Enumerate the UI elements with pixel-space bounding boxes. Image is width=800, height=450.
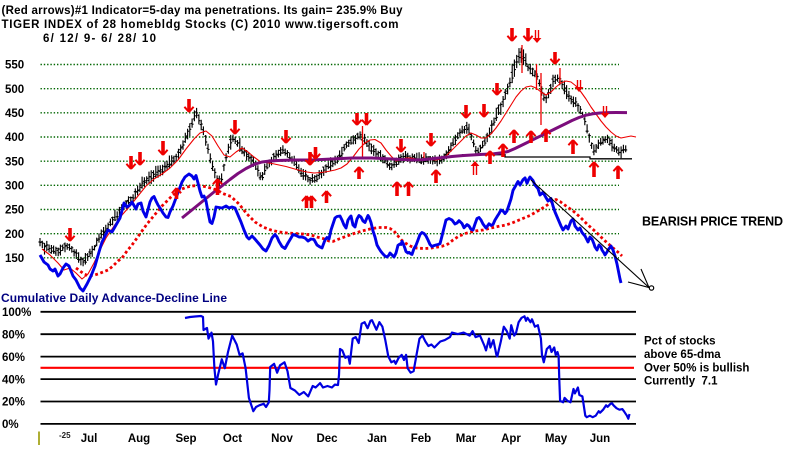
svg-text:Jun: Jun bbox=[590, 433, 610, 445]
svg-text:6/ 12/ 9- 6/ 28/ 10: 6/ 12/ 9- 6/ 28/ 10 bbox=[43, 33, 156, 45]
svg-text:-25: -25 bbox=[59, 431, 71, 440]
svg-text:May: May bbox=[545, 433, 568, 445]
svg-text:Cumulative Daily Advance-Decli: Cumulative Daily Advance-Decline Line bbox=[1, 291, 227, 305]
svg-text:400: 400 bbox=[5, 132, 24, 144]
svg-text:80%: 80% bbox=[2, 329, 25, 341]
svg-text:Jul: Jul bbox=[81, 433, 98, 445]
svg-text:100%: 100% bbox=[2, 307, 31, 319]
svg-text:(Red arrows)#1 Indicator=5-day: (Red arrows)#1 Indicator=5-day ma penetr… bbox=[2, 5, 404, 17]
svg-text:Over 50% is bullish: Over 50% is bullish bbox=[644, 362, 749, 374]
svg-text:300: 300 bbox=[5, 181, 24, 193]
svg-text:Currently 7.1: Currently 7.1 bbox=[644, 376, 718, 388]
svg-text:150: 150 bbox=[5, 253, 24, 265]
svg-text:500: 500 bbox=[5, 84, 24, 96]
svg-text:Oct: Oct bbox=[223, 433, 242, 445]
svg-text:350: 350 bbox=[5, 156, 24, 168]
svg-text:Dec: Dec bbox=[316, 433, 338, 445]
svg-text:Mar: Mar bbox=[456, 433, 477, 445]
svg-text:TIGER INDEX of 28 homebldg St: TIGER INDEX of 28 homebldg Stocks (C) 20… bbox=[2, 19, 399, 31]
svg-text:550: 550 bbox=[5, 60, 24, 72]
svg-text:250: 250 bbox=[5, 205, 24, 217]
svg-text:40%: 40% bbox=[2, 374, 25, 386]
svg-text:Jan: Jan bbox=[367, 433, 387, 445]
svg-text:BEARISH PRICE TREND: BEARISH PRICE TREND bbox=[642, 215, 783, 229]
svg-text:20%: 20% bbox=[2, 397, 25, 409]
svg-text:0%: 0% bbox=[2, 419, 19, 431]
svg-text:450: 450 bbox=[5, 108, 24, 120]
svg-text:above 65-dma: above 65-dma bbox=[644, 349, 721, 361]
svg-text:200: 200 bbox=[5, 229, 24, 241]
svg-text:Feb: Feb bbox=[411, 433, 431, 445]
svg-text:Aug: Aug bbox=[128, 433, 150, 445]
svg-text:Nov: Nov bbox=[271, 433, 293, 445]
svg-text:60%: 60% bbox=[2, 352, 25, 364]
svg-text:Pct of stocks: Pct of stocks bbox=[644, 336, 716, 348]
svg-text:Sep: Sep bbox=[175, 433, 196, 445]
svg-text:Apr: Apr bbox=[501, 433, 521, 445]
